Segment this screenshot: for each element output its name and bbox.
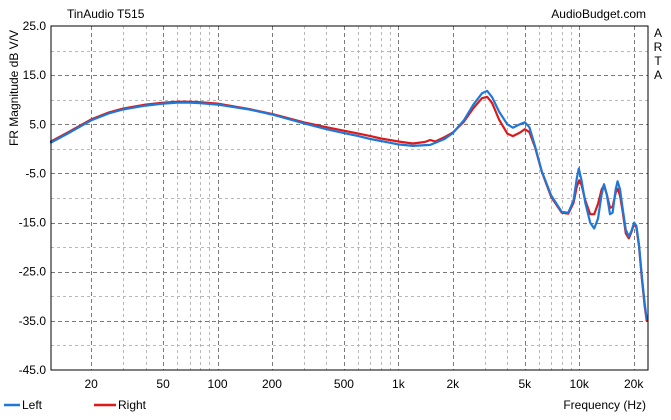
x-tick-label: 20 xyxy=(84,377,98,391)
chart-title: TinAudio T515 xyxy=(67,7,145,21)
x-tick-label: 100 xyxy=(208,377,228,391)
y-tick-label: -25.0 xyxy=(19,265,47,279)
series-line-left xyxy=(49,89,648,320)
plot-frame xyxy=(50,25,649,371)
x-tick-label: 5k xyxy=(518,377,532,391)
x-tick-label: 1k xyxy=(392,377,406,391)
y-tick-label: 5.0 xyxy=(29,117,46,131)
x-axis-label: Frequency (Hz) xyxy=(563,398,646,412)
side-label-char-3: T xyxy=(654,54,662,68)
x-tick-labels: 20 50 100 200 500 1k 2k 5k 10k 20k xyxy=(84,377,644,391)
y-tick-label: -5.0 xyxy=(25,166,46,180)
y-tick-label: -35.0 xyxy=(19,314,47,328)
y-tick-label: 25.0 xyxy=(23,19,47,33)
side-label-char-2: R xyxy=(654,40,663,54)
y-tick-labels: 25.0 15.0 5.0 -5.0 -15.0 -25.0 -35.0 -45.0 xyxy=(19,19,47,377)
legend-label-right: Right xyxy=(118,398,147,412)
y-tick-label: 15.0 xyxy=(23,68,47,82)
legend: Left Right xyxy=(4,398,147,412)
side-label-char-1: A xyxy=(654,26,662,40)
x-tick-label: 2k xyxy=(446,377,460,391)
y-tick-label: -45.0 xyxy=(19,363,47,377)
legend-label-left: Left xyxy=(22,398,43,412)
series-lines xyxy=(49,89,648,322)
x-tick-label: 20k xyxy=(624,377,644,391)
x-tick-label: 50 xyxy=(156,377,170,391)
side-label-char-4: A xyxy=(654,68,662,82)
x-tick-label: 500 xyxy=(334,377,354,391)
source-label: AudioBudget.com xyxy=(551,7,646,21)
grid xyxy=(51,26,648,370)
x-tick-label: 10k xyxy=(570,377,590,391)
y-tick-label: -15.0 xyxy=(19,216,47,230)
y-axis-label: FR Magnitude dB V/V xyxy=(7,30,21,146)
x-tick-label: 200 xyxy=(262,377,282,391)
